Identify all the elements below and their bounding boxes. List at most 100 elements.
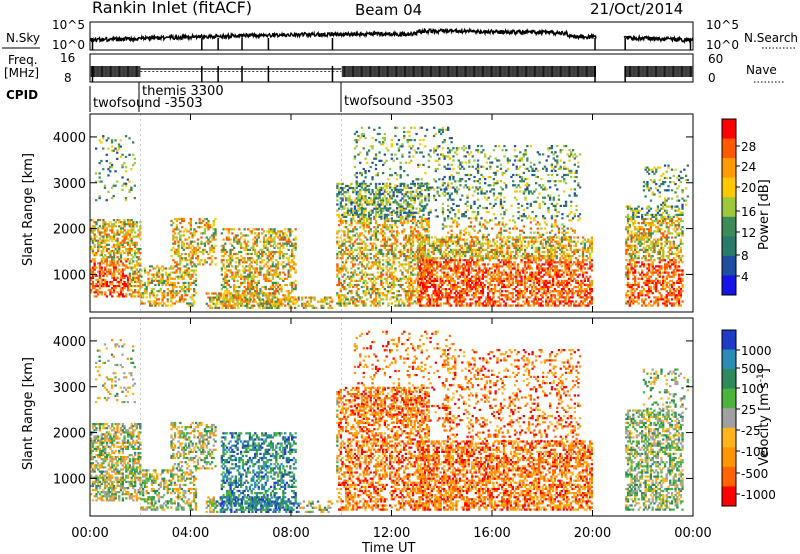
- power-cell: [180, 275, 183, 278]
- power-cell: [355, 184, 358, 187]
- power-cell: [292, 302, 295, 305]
- power-cell: [399, 294, 402, 297]
- power-cell: [474, 285, 477, 289]
- power-cell: [93, 233, 96, 236]
- power-cell: [418, 201, 422, 204]
- power-cell: [397, 149, 401, 152]
- power-cell: [254, 292, 258, 295]
- power-cell: [150, 265, 154, 268]
- power-cell: [112, 272, 116, 275]
- power-cell: [401, 217, 404, 220]
- power-cell: [98, 241, 102, 244]
- power-cell: [465, 269, 469, 272]
- power-cell: [150, 304, 154, 307]
- power-cell: [292, 261, 296, 264]
- power-cell: [222, 279, 225, 282]
- power-cell: [134, 235, 137, 238]
- power-cell: [126, 237, 130, 240]
- power-cell: [359, 232, 362, 235]
- power-cell: [369, 257, 372, 260]
- power-cell: [451, 279, 455, 282]
- power-cell: [229, 285, 232, 289]
- power-cell: [278, 277, 281, 280]
- power-cell: [107, 147, 110, 150]
- power-cell: [411, 294, 415, 297]
- power-cell: [394, 199, 397, 202]
- noise-right-tick-top: 10^5: [706, 18, 739, 32]
- power-cell: [186, 288, 189, 291]
- power-cell: [95, 266, 98, 269]
- power-cell: [374, 215, 378, 218]
- power-cell: [98, 245, 102, 248]
- power-cell: [139, 231, 142, 234]
- power-cell: [163, 292, 166, 295]
- power-cell: [266, 255, 269, 258]
- power-cell: [374, 244, 378, 247]
- power-cell: [182, 298, 185, 301]
- power-cell: [455, 269, 458, 272]
- power-cell: [177, 300, 180, 303]
- power-cell: [114, 266, 117, 269]
- power-cell: [137, 285, 140, 288]
- power-cell: [380, 271, 383, 274]
- power-cell: [248, 267, 252, 270]
- power-cell: [210, 259, 214, 262]
- power-cell: [350, 219, 353, 223]
- power-cell: [394, 172, 397, 175]
- power-cell: [258, 298, 261, 301]
- power-cell: [346, 234, 350, 237]
- power-cell: [182, 219, 185, 223]
- power-cell: [376, 203, 379, 206]
- power-cell: [184, 273, 187, 276]
- power-cell: [184, 269, 187, 272]
- power-cell: [401, 209, 404, 212]
- power-cell: [417, 298, 420, 301]
- power-cell: [132, 274, 135, 277]
- power-cell: [276, 230, 280, 233]
- power-cell: [382, 197, 385, 200]
- power-cell: [399, 167, 402, 171]
- power-cell: [254, 275, 257, 278]
- power-cell: [97, 280, 100, 284]
- power-cell: [399, 161, 402, 164]
- power-cell: [109, 221, 112, 224]
- power-cell: [396, 238, 399, 241]
- power-cell: [182, 290, 185, 293]
- power-cell: [181, 226, 184, 229]
- power-cell: [114, 264, 117, 267]
- power-cell: [123, 239, 126, 242]
- power-cell: [403, 290, 406, 293]
- power-cell: [98, 197, 101, 200]
- power-cell: [403, 137, 406, 140]
- power-cell: [416, 248, 419, 251]
- power-cell: [437, 296, 440, 299]
- power-cell: [454, 151, 457, 154]
- power-cell: [284, 304, 287, 307]
- power-cell: [380, 193, 383, 196]
- power-cell: [341, 242, 344, 245]
- power-cell: [277, 302, 280, 305]
- power-cell: [380, 232, 383, 235]
- power-cell: [118, 233, 121, 236]
- power-cell: [268, 240, 271, 243]
- power-cell: [423, 257, 426, 260]
- power-cell: [251, 306, 254, 309]
- power-cell: [423, 265, 426, 268]
- power-cell: [114, 268, 117, 271]
- power-cell: [338, 193, 341, 196]
- power-cell: [257, 234, 260, 237]
- power-cell: [383, 294, 386, 297]
- power-cell: [123, 162, 126, 165]
- power-cell: [415, 267, 418, 270]
- power-cell: [427, 196, 430, 199]
- power-cell: [341, 248, 344, 251]
- power-cell: [116, 270, 119, 273]
- power-cell: [252, 238, 255, 241]
- power-cell: [399, 174, 402, 177]
- power-cell: [126, 285, 130, 288]
- power-cell: [418, 283, 422, 287]
- power-cell: [109, 270, 112, 273]
- power-cell: [394, 224, 397, 227]
- power-cell: [458, 298, 462, 301]
- power-cell: [93, 274, 96, 277]
